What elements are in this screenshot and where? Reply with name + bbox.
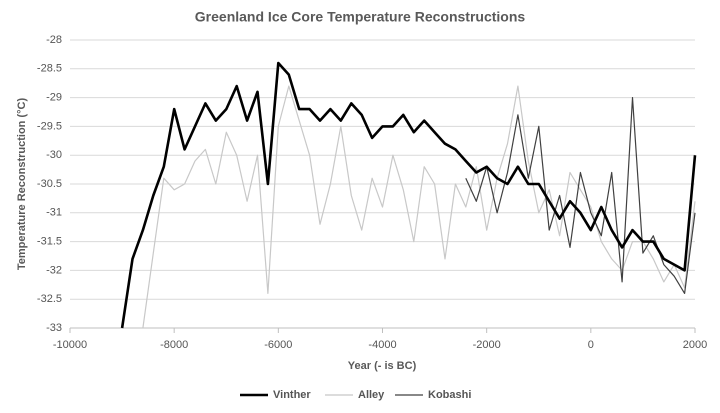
y-tick-label: -31 <box>46 207 62 219</box>
y-tick-label: -29 <box>46 92 62 104</box>
y-tick-label: -33 <box>46 322 62 334</box>
y-tick-label: -29.5 <box>37 120 62 132</box>
y-tick-label: -30 <box>46 149 62 161</box>
y-tick-label: -32.5 <box>37 293 62 305</box>
series-line <box>465 97 696 294</box>
series-line <box>142 85 696 329</box>
y-tick-label: -30.5 <box>37 178 62 190</box>
legend-label: Vinther <box>273 389 311 401</box>
chart-title: Greenland Ice Core Temperature Reconstru… <box>195 9 526 25</box>
x-axis-title: Year (- is BC) <box>348 360 417 372</box>
x-tick-label: 2000 <box>683 339 707 351</box>
x-tick-label: -6000 <box>264 339 292 351</box>
legend-label: Alley <box>358 389 385 401</box>
y-tick-label: -28 <box>46 34 62 46</box>
x-tick-label: -10000 <box>53 339 87 351</box>
x-tick-label: -4000 <box>368 339 396 351</box>
x-tick-label: -8000 <box>160 339 188 351</box>
y-tick-label: -28.5 <box>37 63 62 75</box>
y-tick-label: -31.5 <box>37 236 62 248</box>
series-line <box>120 61 697 329</box>
x-tick-label: -2000 <box>473 339 501 351</box>
y-tick-label: -32 <box>46 264 62 276</box>
legend-label: Kobashi <box>428 389 471 401</box>
y-axis-title: Temperature Reconstruction (°C) <box>16 98 28 271</box>
x-tick-label: 0 <box>588 339 594 351</box>
